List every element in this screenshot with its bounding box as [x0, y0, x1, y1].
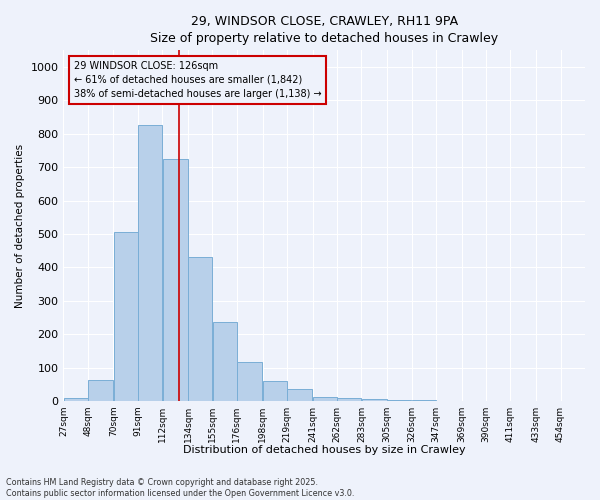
Text: 29 WINDSOR CLOSE: 126sqm
← 61% of detached houses are smaller (1,842)
38% of sem: 29 WINDSOR CLOSE: 126sqm ← 61% of detach… [74, 61, 322, 99]
Y-axis label: Number of detached properties: Number of detached properties [15, 144, 25, 308]
Bar [313, 397, 337, 401]
Bar [188, 258, 212, 401]
Bar [362, 400, 387, 401]
Text: Contains HM Land Registry data © Crown copyright and database right 2025.
Contai: Contains HM Land Registry data © Crown c… [6, 478, 355, 498]
Bar [64, 398, 88, 401]
X-axis label: Distribution of detached houses by size in Crawley: Distribution of detached houses by size … [183, 445, 466, 455]
Bar [412, 400, 436, 401]
Bar [388, 400, 411, 401]
Bar [287, 390, 313, 401]
Bar [163, 159, 188, 401]
Bar [212, 322, 236, 401]
Bar [263, 381, 287, 401]
Bar [337, 398, 361, 401]
Title: 29, WINDSOR CLOSE, CRAWLEY, RH11 9PA
Size of property relative to detached house: 29, WINDSOR CLOSE, CRAWLEY, RH11 9PA Siz… [150, 15, 498, 45]
Bar [88, 380, 113, 401]
Bar [138, 126, 162, 401]
Bar [114, 232, 137, 401]
Bar [237, 362, 262, 401]
